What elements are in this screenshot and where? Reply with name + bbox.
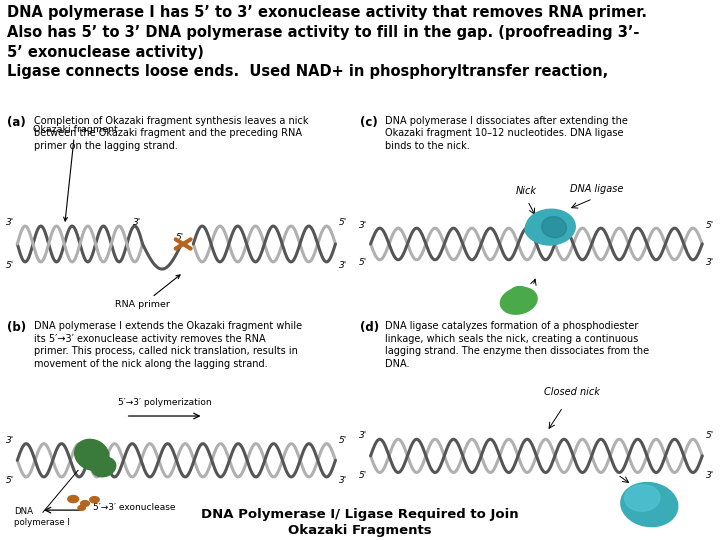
Text: 5': 5' — [6, 476, 14, 485]
Text: 5': 5' — [359, 471, 367, 480]
Text: DNA Polymerase I/ Ligase Required to Join
Okazaki Fragments: DNA Polymerase I/ Ligase Required to Joi… — [201, 508, 519, 537]
Ellipse shape — [526, 209, 575, 245]
Text: 3': 3' — [359, 431, 367, 441]
Text: (a): (a) — [7, 116, 26, 129]
Ellipse shape — [500, 287, 537, 314]
Text: 5': 5' — [176, 233, 184, 242]
Text: 3': 3' — [6, 218, 14, 227]
Circle shape — [78, 505, 86, 510]
Ellipse shape — [624, 485, 660, 511]
Text: DNA ligase catalyzes formation of a phosphodiester
linkage, which seals the nick: DNA ligase catalyzes formation of a phos… — [384, 321, 649, 369]
Text: RNA primer: RNA primer — [115, 275, 180, 309]
Text: 5': 5' — [339, 218, 347, 227]
Text: (b): (b) — [7, 321, 27, 334]
Ellipse shape — [75, 440, 109, 470]
Text: 5': 5' — [359, 259, 367, 267]
Text: DNA ligase: DNA ligase — [570, 184, 623, 194]
Text: 3': 3' — [339, 260, 347, 269]
Ellipse shape — [91, 457, 116, 477]
Text: DNA polymerase I has 5’ to 3’ exonuclease activity that removes RNA primer.
Also: DNA polymerase I has 5’ to 3’ exonucleas… — [7, 5, 647, 79]
Text: DNA
polymerase I: DNA polymerase I — [14, 507, 70, 526]
Circle shape — [90, 497, 99, 503]
Text: 3': 3' — [359, 220, 367, 230]
Text: Completion of Okazaki fragment synthesis leaves a nick
between the Okazaki fragm: Completion of Okazaki fragment synthesis… — [35, 116, 309, 151]
Ellipse shape — [525, 220, 554, 242]
Text: 5′→3′ exonuclease: 5′→3′ exonuclease — [94, 503, 176, 512]
Text: 5': 5' — [339, 436, 347, 445]
Text: 3': 3' — [6, 436, 14, 445]
Text: Nick: Nick — [516, 186, 536, 197]
Text: 3': 3' — [132, 218, 141, 227]
Text: (c): (c) — [360, 116, 378, 129]
Text: 5': 5' — [706, 220, 714, 230]
Text: 3': 3' — [706, 471, 714, 480]
Text: 5': 5' — [706, 431, 714, 441]
Text: 3': 3' — [339, 476, 347, 485]
Text: DNA polymerase I extends the Okazaki fragment while
its 5′→3′ exonuclease activi: DNA polymerase I extends the Okazaki fra… — [35, 321, 302, 369]
Ellipse shape — [621, 483, 678, 526]
Text: Okazaki fragment: Okazaki fragment — [32, 125, 117, 221]
Text: DNA polymerase I dissociates after extending the
Okazaki fragment 10–12 nucleoti: DNA polymerase I dissociates after exten… — [384, 116, 628, 151]
Circle shape — [81, 501, 89, 507]
Ellipse shape — [541, 217, 567, 238]
Text: 5': 5' — [6, 260, 14, 269]
Text: Closed nick: Closed nick — [544, 387, 600, 397]
Text: 3': 3' — [706, 259, 714, 267]
Text: 5′→3′ polymerization: 5′→3′ polymerization — [118, 398, 212, 407]
Ellipse shape — [510, 287, 534, 302]
Circle shape — [68, 496, 78, 503]
Text: (d): (d) — [360, 321, 379, 334]
